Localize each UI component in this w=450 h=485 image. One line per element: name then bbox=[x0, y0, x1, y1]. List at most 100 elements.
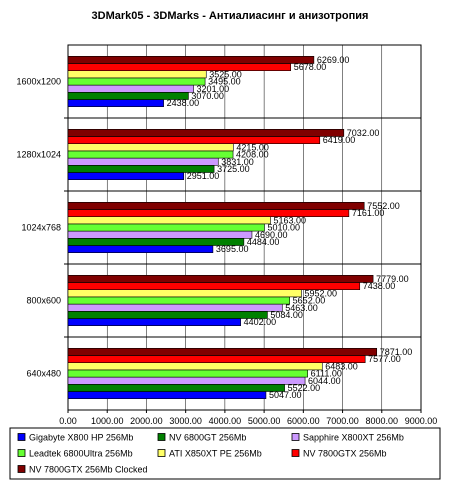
bar-value-label: 7161.00 bbox=[352, 208, 385, 218]
category-label: 640x480 bbox=[26, 369, 61, 379]
bar bbox=[67, 136, 321, 144]
legend-swatch bbox=[17, 433, 26, 441]
bar-value-label: 3725.00 bbox=[217, 164, 250, 174]
x-tick-label: 0.00 bbox=[59, 416, 77, 426]
x-tick-label: 7000.00 bbox=[326, 416, 359, 426]
x-tick-label: 8000.00 bbox=[366, 416, 399, 426]
bar bbox=[67, 143, 234, 152]
legend-swatch bbox=[17, 449, 26, 457]
bar bbox=[67, 172, 185, 180]
legend-swatch bbox=[291, 449, 300, 457]
bar bbox=[67, 318, 241, 326]
bar bbox=[67, 84, 194, 93]
bar-value-label: 5010.00 bbox=[268, 223, 301, 233]
bar-value-label: 3525.00 bbox=[209, 69, 242, 79]
x-tick-label: 5000.00 bbox=[248, 416, 281, 426]
bar bbox=[67, 355, 366, 363]
bar-value-label: 3495.00 bbox=[208, 77, 241, 87]
chart-title: 3DMark05 - 3DMarks - Антиалиасинг и аниз… bbox=[92, 10, 369, 22]
bar bbox=[67, 230, 253, 239]
bar-value-label: 7577.00 bbox=[368, 354, 401, 364]
legend-box bbox=[9, 427, 441, 480]
legend-label: Leadtek 6800Ultra 256Mb bbox=[29, 449, 133, 459]
bar-value-label: 4484.00 bbox=[247, 237, 280, 247]
category-label: 1280x1024 bbox=[16, 150, 61, 160]
category-labels-layer: 1600x1200 1280x1024 1024x768 800x600 640x480 bbox=[16, 77, 61, 379]
legend-label: NV 7800GTX 256Mb Clocked bbox=[29, 465, 148, 475]
bar-value-label: 3695.00 bbox=[216, 244, 249, 254]
bar-value-label: 5163.00 bbox=[274, 215, 307, 225]
bar-value-label: 5047.00 bbox=[269, 390, 302, 400]
category-label: 1024x768 bbox=[21, 223, 61, 233]
bar-value-label: 4690.00 bbox=[255, 230, 288, 240]
x-tick-label: 2000.00 bbox=[130, 416, 163, 426]
bar bbox=[67, 274, 374, 283]
bar-value-label: 7871.00 bbox=[380, 347, 413, 357]
legend-swatch bbox=[157, 449, 166, 457]
bar-value-label: 7438.00 bbox=[363, 281, 396, 291]
bar-value-label: 6269.00 bbox=[317, 55, 350, 65]
bar-value-label: 5522.00 bbox=[288, 383, 321, 393]
x-tick-label: 3000.00 bbox=[169, 416, 202, 426]
bar bbox=[67, 202, 365, 210]
bar bbox=[67, 383, 285, 392]
bar-value-label: 2438.00 bbox=[167, 98, 200, 108]
bar bbox=[67, 209, 350, 217]
legend-label: NV 7800GTX 256Mb bbox=[303, 449, 387, 459]
legend-swatch bbox=[17, 465, 26, 473]
legend-label: Gigabyte X800 HP 256Mb bbox=[29, 433, 133, 443]
legend-label: Sapphire X800XT 256Mb bbox=[303, 433, 404, 443]
bar bbox=[67, 245, 214, 253]
bar bbox=[67, 289, 302, 298]
bar bbox=[67, 362, 323, 371]
legend: Gigabyte X800 HP 256Mb NV 6800GT 256Mb Sap… bbox=[17, 433, 404, 475]
bar-value-label: 5652.00 bbox=[293, 296, 326, 306]
legend-label: NV 6800GT 256Mb bbox=[169, 433, 246, 443]
bar-value-label: 3070.00 bbox=[191, 91, 224, 101]
bar-value-label: 6419.00 bbox=[323, 135, 356, 145]
bar bbox=[67, 70, 207, 79]
legend-swatch bbox=[291, 433, 300, 441]
bar-value-label: 3831.00 bbox=[221, 157, 254, 167]
bar bbox=[67, 391, 267, 399]
bar-value-label: 6483.00 bbox=[325, 361, 358, 371]
category-label: 800x600 bbox=[26, 296, 61, 306]
x-tick-label: 6000.00 bbox=[287, 416, 320, 426]
bar-value-label: 6111.00 bbox=[311, 369, 342, 379]
bar-value-label: 5678.00 bbox=[294, 62, 327, 72]
category-separators bbox=[64, 117, 421, 338]
bar bbox=[67, 216, 271, 225]
legend-label: ATI X850XT PE 256Mb bbox=[169, 449, 262, 459]
bar-value-label: 6044.00 bbox=[308, 376, 341, 386]
bar-value-label: 7552.00 bbox=[367, 201, 400, 211]
bar bbox=[67, 347, 378, 356]
bar bbox=[67, 55, 315, 64]
bar bbox=[67, 99, 164, 107]
legend-swatch bbox=[157, 433, 166, 441]
bar-value-label: 3201.00 bbox=[197, 84, 230, 94]
bars-layer bbox=[67, 55, 378, 399]
bar-value-label: 4402.00 bbox=[244, 317, 277, 327]
x-ticks-layer: 0.00 1000.00 2000.00 3000.00 4000.00 5000.00 6… bbox=[59, 410, 437, 426]
bar bbox=[67, 296, 290, 305]
bar bbox=[67, 376, 306, 385]
x-tick-label: 9000.00 bbox=[405, 416, 438, 426]
x-tick-label: 1000.00 bbox=[91, 416, 124, 426]
bar-value-label: 5463.00 bbox=[285, 303, 318, 313]
bar-value-label: 5084.00 bbox=[270, 310, 303, 320]
bar-value-label: 7032.00 bbox=[347, 128, 380, 138]
bar-value-label: 4208.00 bbox=[236, 150, 269, 160]
bar bbox=[67, 63, 292, 71]
category-label: 1600x1200 bbox=[16, 77, 61, 87]
x-tick-label: 4000.00 bbox=[209, 416, 242, 426]
bar bbox=[67, 77, 206, 86]
bar-value-label: 7779.00 bbox=[376, 274, 409, 284]
bar bbox=[67, 150, 234, 159]
bar bbox=[67, 303, 283, 312]
bar bbox=[67, 157, 219, 166]
bar bbox=[67, 310, 268, 319]
bar bbox=[67, 129, 345, 137]
